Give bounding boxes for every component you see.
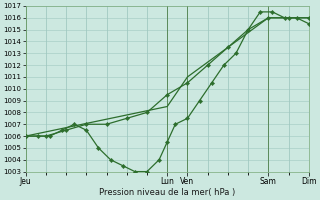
X-axis label: Pression niveau de la mer( hPa ): Pression niveau de la mer( hPa ) [99, 188, 235, 197]
